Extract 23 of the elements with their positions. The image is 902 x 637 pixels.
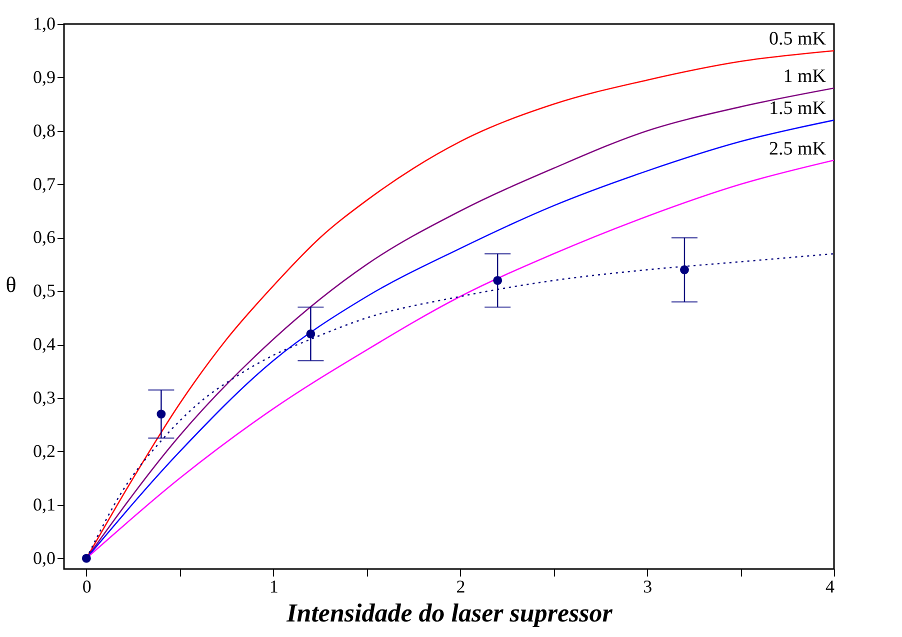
x-tick-label: 4 (826, 576, 834, 596)
x-tick-label: 2 (456, 576, 466, 596)
x-tick-label: 3 (643, 576, 652, 596)
point (82, 554, 91, 563)
y-tick-label: 0,0 (33, 548, 56, 568)
y-tick-label: 0,1 (33, 494, 56, 514)
series-label: 1.5 mK (769, 98, 826, 120)
x-tick-label: 0 (82, 576, 92, 596)
y-tick-label: 0,4 (33, 334, 56, 354)
y-tick-label: 0,8 (33, 120, 56, 140)
y-tick-label: 0,2 (33, 440, 56, 461)
y-axis-title: θ (6, 272, 16, 297)
series-label: 2.5 mK (769, 138, 826, 160)
series-label: 0.5 mK (769, 28, 826, 50)
y-tick-label: 0,5 (33, 280, 56, 301)
y-tick-label: 0,7 (33, 174, 56, 194)
y-tick-label: 0,6 (33, 227, 56, 248)
y-tick-label: 0,9 (33, 66, 56, 87)
y-tick-label: 0,3 (33, 388, 56, 408)
series-label: 1 mK (783, 66, 826, 88)
y-tick-label: 1,0 (33, 14, 56, 34)
x-tick-label: 1 (269, 576, 278, 596)
x-axis-title: Intensidade do laser supressor (286, 598, 614, 628)
